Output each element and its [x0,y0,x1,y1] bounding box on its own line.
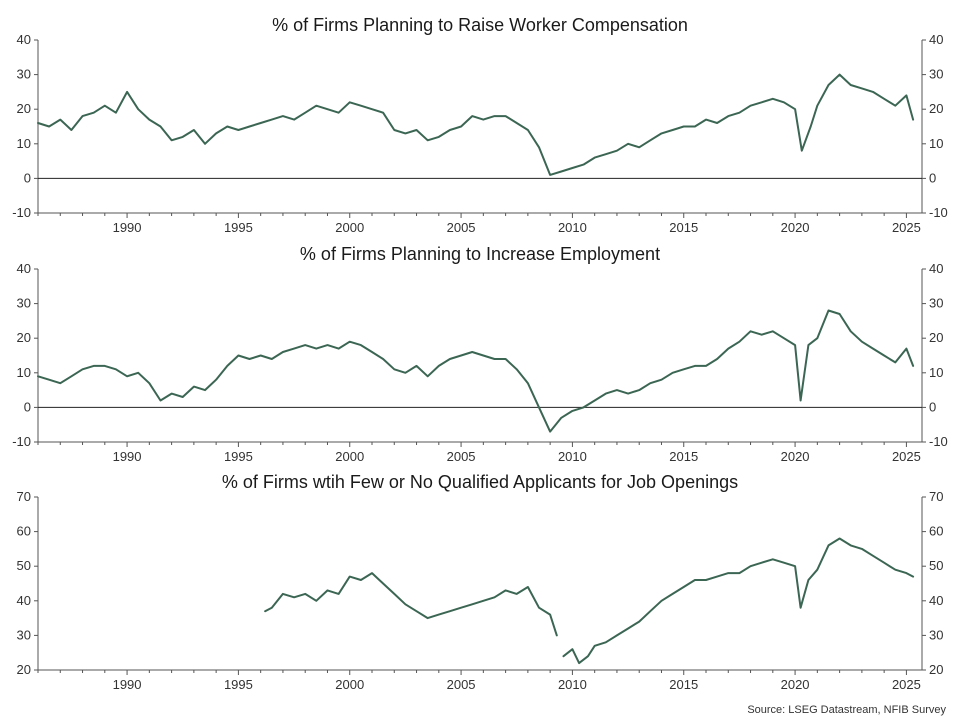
x-tick-label: 2005 [447,677,476,692]
x-tick-label: 2010 [558,677,587,692]
y-tick-label-right: 20 [929,101,943,116]
y-tick-label-left: 50 [17,558,31,573]
y-tick-label-right: 10 [929,365,943,380]
y-tick-label-right: 30 [929,67,943,82]
y-tick-label-right: -10 [929,434,948,449]
y-tick-label-right: 40 [929,593,943,608]
x-tick-label: 2020 [781,449,810,464]
panel-qualified-applicants: % of Firms wtih Few or No Qualified Appl… [17,472,944,692]
x-tick-label: 2020 [781,677,810,692]
y-tick-label-left: 0 [24,399,31,414]
x-tick-label: 2005 [447,449,476,464]
x-tick-label: 2010 [558,449,587,464]
y-tick-label-left: 70 [17,489,31,504]
y-tick-label-right: 10 [929,136,943,151]
x-tick-label: 2000 [335,220,364,235]
x-tick-label: 2015 [669,449,698,464]
series-line [264,572,558,637]
y-tick-label-left: 20 [17,662,31,677]
series-line [562,537,915,665]
x-tick-label: 2005 [447,220,476,235]
y-tick-label-right: 70 [929,489,943,504]
x-tick-label: 2000 [335,677,364,692]
x-tick-label: 1990 [113,220,142,235]
x-tick-label: 1990 [113,677,142,692]
y-tick-label-left: -10 [12,205,31,220]
y-tick-label-right: 30 [929,296,943,311]
source-note: Source: LSEG Datastream, NFIB Survey [747,704,946,716]
x-tick-label: 2010 [558,220,587,235]
chart-title: % of Firms Planning to Increase Employme… [300,244,660,264]
y-tick-label-left: -10 [12,434,31,449]
x-tick-label: 1995 [224,677,253,692]
y-tick-label-right: 40 [929,32,943,47]
x-tick-label: 2015 [669,220,698,235]
x-tick-label: 2025 [892,220,921,235]
chart-title: % of Firms Planning to Raise Worker Comp… [272,15,688,35]
y-tick-label-right: 30 [929,627,943,642]
x-tick-label: 2020 [781,220,810,235]
y-tick-label-left: 40 [17,32,31,47]
chart-title: % of Firms wtih Few or No Qualified Appl… [222,472,738,492]
y-tick-label-right: -10 [929,205,948,220]
y-tick-label-left: 30 [17,627,31,642]
x-tick-label: 1995 [224,220,253,235]
y-tick-label-left: 20 [17,101,31,116]
y-tick-label-right: 0 [929,399,936,414]
x-tick-label: 2025 [892,449,921,464]
y-tick-label-left: 60 [17,524,31,539]
y-tick-label-left: 30 [17,296,31,311]
y-tick-label-right: 60 [929,524,943,539]
y-tick-label-left: 10 [17,365,31,380]
x-tick-label: 2025 [892,677,921,692]
series-line [37,73,915,176]
x-tick-label: 2015 [669,677,698,692]
y-tick-label-left: 40 [17,261,31,276]
series-line [37,309,915,433]
y-tick-label-left: 20 [17,330,31,345]
y-tick-label-right: 20 [929,330,943,345]
y-tick-label-right: 0 [929,170,936,185]
y-tick-label-left: 40 [17,593,31,608]
panel-compensation: % of Firms Planning to Raise Worker Comp… [12,15,948,235]
y-tick-label-right: 50 [929,558,943,573]
y-tick-label-right: 40 [929,261,943,276]
panel-employment: % of Firms Planning to Increase Employme… [12,244,948,464]
y-tick-label-left: 0 [24,170,31,185]
y-tick-label-right: 20 [929,662,943,677]
x-tick-label: 1995 [224,449,253,464]
y-tick-label-left: 30 [17,67,31,82]
y-tick-label-left: 10 [17,136,31,151]
x-tick-label: 2000 [335,449,364,464]
x-tick-label: 1990 [113,449,142,464]
